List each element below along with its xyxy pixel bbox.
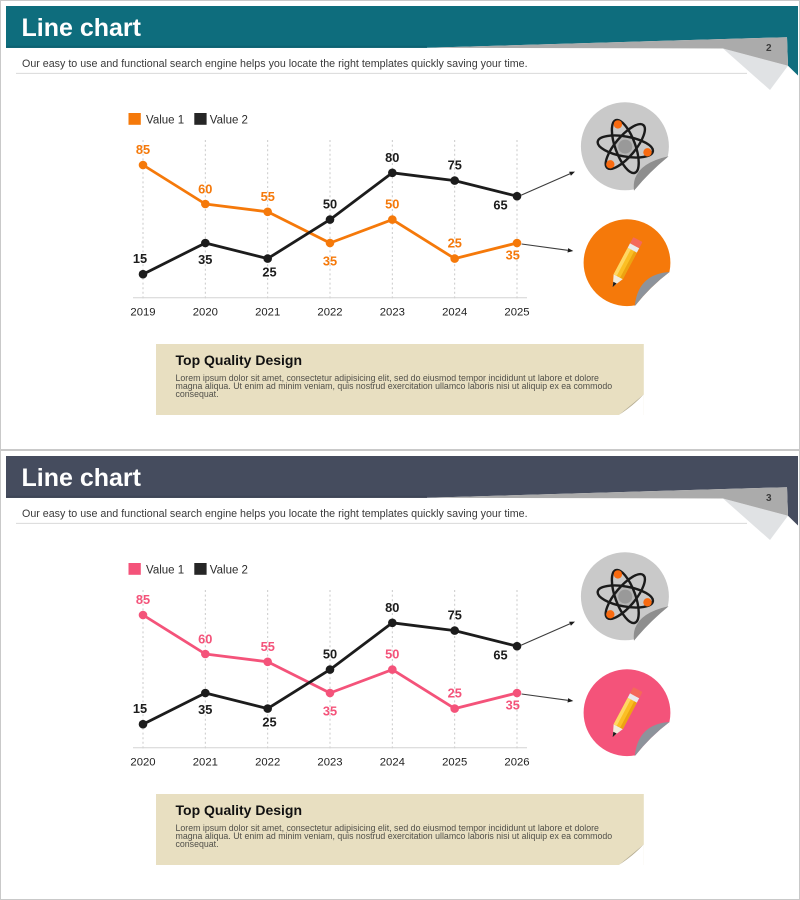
svg-text:35: 35 bbox=[198, 702, 212, 717]
svg-text:60: 60 bbox=[198, 182, 212, 197]
svg-text:60: 60 bbox=[198, 632, 212, 647]
svg-text:Lorem ipsum dolor sit amet, co: Lorem ipsum dolor sit amet, consectetur … bbox=[176, 373, 600, 383]
svg-text:2023: 2023 bbox=[317, 756, 342, 768]
svg-text:80: 80 bbox=[385, 600, 399, 615]
svg-text:2026: 2026 bbox=[504, 756, 529, 768]
svg-text:2022: 2022 bbox=[255, 756, 280, 768]
svg-text:magna aliqua. Ut enim ad minim: magna aliqua. Ut enim ad minim veniam, q… bbox=[176, 831, 613, 841]
svg-text:2025: 2025 bbox=[442, 756, 467, 768]
svg-text:Top Quality Design: Top Quality Design bbox=[176, 352, 303, 368]
svg-text:Our easy to use and functional: Our easy to use and functional search en… bbox=[22, 508, 528, 520]
svg-text:Our easy to use and functional: Our easy to use and functional search en… bbox=[22, 58, 528, 70]
svg-text:35: 35 bbox=[506, 698, 520, 713]
svg-text:Line chart: Line chart bbox=[22, 464, 142, 492]
svg-text:85: 85 bbox=[136, 592, 150, 607]
svg-text:2024: 2024 bbox=[380, 756, 405, 768]
svg-text:Top Quality Design: Top Quality Design bbox=[176, 802, 303, 818]
svg-text:Value 2: Value 2 bbox=[210, 564, 248, 576]
svg-text:Value 1: Value 1 bbox=[146, 564, 184, 576]
svg-text:2022: 2022 bbox=[317, 306, 342, 318]
svg-text:2019: 2019 bbox=[130, 306, 155, 318]
svg-text:50: 50 bbox=[385, 647, 399, 662]
svg-text:2020: 2020 bbox=[193, 306, 218, 318]
svg-text:25: 25 bbox=[262, 714, 276, 729]
svg-text:25: 25 bbox=[262, 264, 276, 279]
svg-text:Value 2: Value 2 bbox=[210, 114, 248, 126]
svg-text:35: 35 bbox=[506, 248, 520, 263]
svg-text:50: 50 bbox=[385, 197, 399, 212]
svg-text:2021: 2021 bbox=[193, 756, 218, 768]
svg-text:65: 65 bbox=[493, 198, 507, 213]
svg-text:consequat.: consequat. bbox=[176, 389, 219, 399]
svg-text:2025: 2025 bbox=[504, 306, 529, 318]
svg-text:2023: 2023 bbox=[380, 306, 405, 318]
svg-text:35: 35 bbox=[323, 704, 337, 719]
svg-text:55: 55 bbox=[261, 639, 275, 654]
svg-text:25: 25 bbox=[448, 236, 462, 251]
svg-text:75: 75 bbox=[448, 158, 462, 173]
svg-text:Lorem ipsum dolor sit amet, co: Lorem ipsum dolor sit amet, consectetur … bbox=[176, 823, 600, 833]
svg-text:85: 85 bbox=[136, 142, 150, 157]
svg-text:Line chart: Line chart bbox=[22, 14, 142, 42]
svg-text:50: 50 bbox=[323, 647, 337, 662]
svg-text:55: 55 bbox=[261, 189, 275, 204]
svg-text:3: 3 bbox=[766, 493, 772, 504]
svg-text:Value 1: Value 1 bbox=[146, 114, 184, 126]
svg-text:magna aliqua. Ut enim ad minim: magna aliqua. Ut enim ad minim veniam, q… bbox=[176, 381, 613, 391]
svg-text:65: 65 bbox=[493, 648, 507, 663]
svg-text:consequat.: consequat. bbox=[176, 839, 219, 849]
svg-text:75: 75 bbox=[448, 608, 462, 623]
svg-text:2024: 2024 bbox=[442, 306, 467, 318]
svg-text:2: 2 bbox=[766, 43, 772, 54]
svg-text:80: 80 bbox=[385, 150, 399, 165]
svg-text:35: 35 bbox=[323, 254, 337, 269]
svg-text:15: 15 bbox=[133, 701, 147, 716]
svg-text:15: 15 bbox=[133, 251, 147, 266]
svg-text:35: 35 bbox=[198, 252, 212, 267]
svg-text:2020: 2020 bbox=[130, 756, 155, 768]
svg-text:2021: 2021 bbox=[255, 306, 280, 318]
svg-text:50: 50 bbox=[323, 197, 337, 212]
svg-text:25: 25 bbox=[448, 686, 462, 701]
